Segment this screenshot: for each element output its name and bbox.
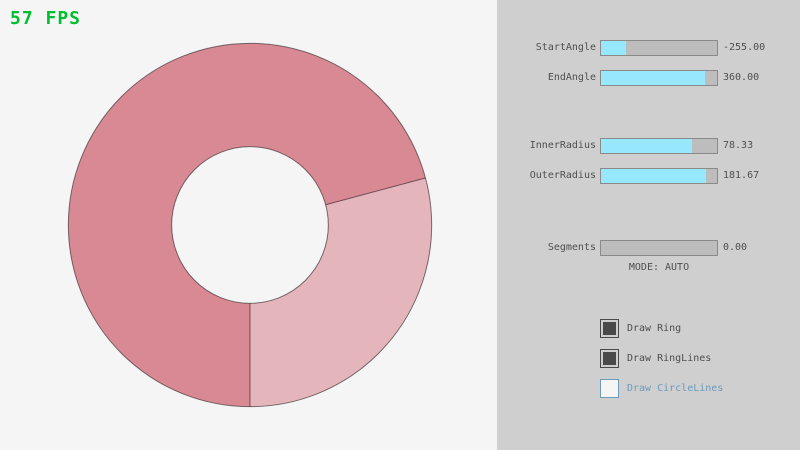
inner-radius-value: 78.33 bbox=[723, 140, 754, 151]
end-angle-slider[interactable] bbox=[600, 70, 718, 86]
slider-row-end-angle: EndAngle 360.00 bbox=[497, 70, 800, 86]
slider-row-segments: Segments 0.00 bbox=[497, 240, 800, 256]
end-angle-label: EndAngle bbox=[547, 72, 596, 83]
draw-ringlines-checkbox[interactable] bbox=[600, 348, 619, 368]
start-angle-slider-fill bbox=[601, 41, 627, 55]
ring-inner-line bbox=[171, 146, 329, 304]
outer-radius-value: 181.67 bbox=[723, 170, 760, 181]
ring-segment-line-0 bbox=[325, 177, 426, 206]
inner-radius-label: InnerRadius bbox=[529, 140, 596, 151]
start-angle-value: -255.00 bbox=[723, 42, 766, 53]
segments-slider[interactable] bbox=[600, 240, 718, 256]
checkbox-row-draw-ring: Draw Ring bbox=[600, 318, 681, 338]
end-angle-value: 360.00 bbox=[723, 72, 760, 83]
controls-panel: StartAngle -255.00 EndAngle 360.00 Inner… bbox=[497, 0, 800, 450]
outer-radius-slider[interactable] bbox=[600, 168, 718, 184]
inner-radius-slider[interactable] bbox=[600, 138, 718, 154]
start-angle-label: StartAngle bbox=[535, 42, 596, 53]
outer-radius-label: OuterRadius bbox=[529, 170, 596, 181]
slider-row-inner-radius: InnerRadius 78.33 bbox=[497, 138, 800, 154]
inner-radius-slider-fill bbox=[601, 139, 692, 153]
ring-chart bbox=[67, 42, 433, 408]
checkbox-row-draw-circlelines: Draw CircleLines bbox=[600, 378, 723, 398]
segments-label: Segments bbox=[547, 242, 596, 253]
end-angle-slider-fill bbox=[601, 71, 706, 85]
segments-value: 0.00 bbox=[723, 242, 748, 253]
draw-circlelines-label: Draw CircleLines bbox=[627, 382, 724, 394]
slider-row-start-angle: StartAngle -255.00 bbox=[497, 40, 800, 56]
segments-mode-text: MODE: AUTO bbox=[628, 262, 690, 273]
checkbox-row-draw-ringlines: Draw RingLines bbox=[600, 348, 711, 368]
draw-circlelines-checkbox[interactable] bbox=[600, 378, 619, 398]
start-angle-slider[interactable] bbox=[600, 40, 718, 56]
fps-counter: 57 FPS bbox=[10, 8, 82, 29]
ring-single-pass-sector bbox=[250, 177, 432, 407]
draw-ringlines-label: Draw RingLines bbox=[627, 352, 712, 364]
slider-row-outer-radius: OuterRadius 181.67 bbox=[497, 168, 800, 184]
outer-radius-slider-fill bbox=[601, 169, 707, 183]
draw-ring-checkbox[interactable] bbox=[600, 318, 619, 338]
draw-ring-label: Draw Ring bbox=[627, 322, 682, 334]
